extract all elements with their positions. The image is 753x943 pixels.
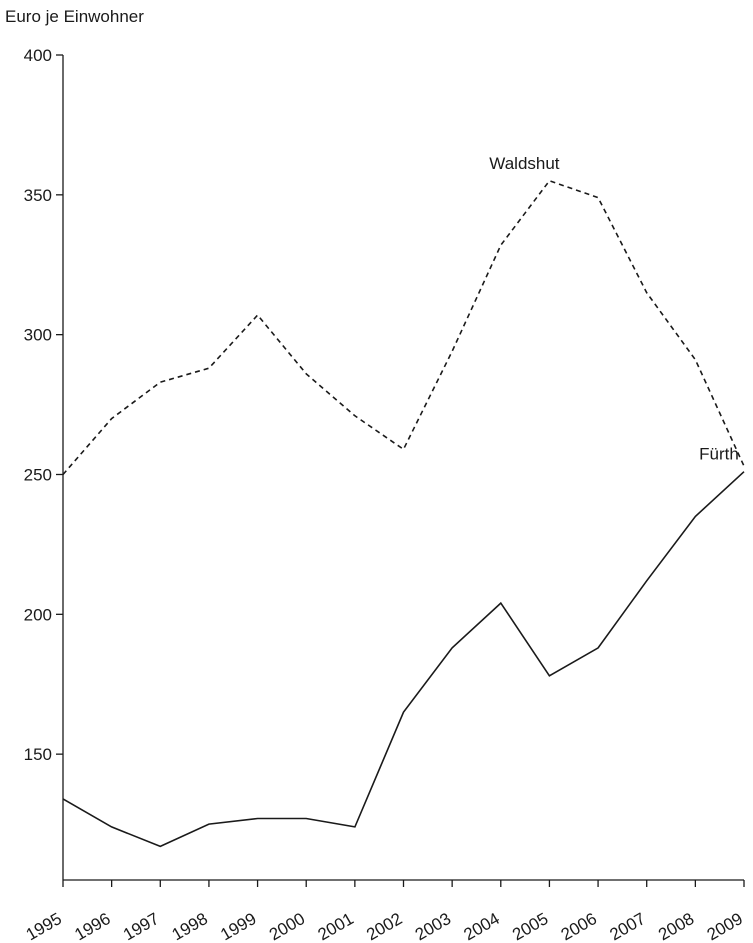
y-tick-label: 250 — [24, 465, 52, 484]
y-tick-label: 400 — [24, 46, 52, 65]
x-tick-label: 2005 — [509, 909, 551, 943]
y-tick-label: 350 — [24, 186, 52, 205]
x-tick-label: 2007 — [606, 909, 648, 943]
x-tick-label: 2000 — [266, 909, 308, 943]
y-tick-label: 150 — [24, 745, 52, 764]
x-tick-label: 1999 — [217, 909, 259, 943]
x-tick-label: 2001 — [315, 909, 357, 943]
y-axis-ticks: 150 200 250 300 350 400 — [24, 46, 63, 764]
series-line-0 — [62, 179, 745, 476]
x-tick-label: 1997 — [120, 909, 162, 943]
x-tick-label: 2006 — [558, 909, 600, 943]
x-tick-label: 2008 — [655, 909, 697, 943]
series-line-1 — [62, 471, 745, 848]
x-tick-label: 2004 — [461, 909, 503, 943]
x-tick-label: 2002 — [363, 909, 405, 943]
x-tick-label: 1996 — [71, 909, 113, 943]
series-label: Waldshut — [489, 154, 560, 173]
x-tick-label: 1998 — [169, 909, 211, 943]
series-lines — [62, 179, 745, 848]
x-axis-ticks: 1995 1996 1997 1998 1999 2000 2001 2002 2003 2004… — [23, 880, 746, 943]
y-tick-label: 200 — [24, 605, 52, 624]
y-tick-label: 300 — [24, 326, 52, 345]
x-tick-label: 2009 — [704, 909, 746, 943]
series-labels: Waldshut Fürth — [489, 154, 739, 464]
series-label: Fürth — [699, 445, 739, 464]
x-tick-label: 2003 — [412, 909, 454, 943]
y-axis-title: Euro je Einwohner — [5, 7, 144, 26]
x-tick-label: 1995 — [23, 909, 65, 943]
